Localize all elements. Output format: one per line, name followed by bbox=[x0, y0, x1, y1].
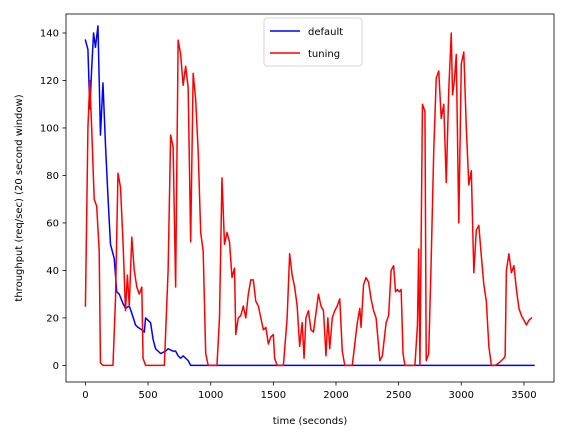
legend: default tuning bbox=[263, 17, 363, 67]
y-tick-label: 100 bbox=[40, 123, 59, 134]
x-tick-label: 3500 bbox=[511, 390, 536, 401]
y-tick-label: 20 bbox=[46, 313, 59, 324]
y-tick-label: 0 bbox=[53, 361, 59, 372]
x-tick-label: 0 bbox=[82, 390, 88, 401]
x-tick-label: 3000 bbox=[449, 390, 474, 401]
series-layer bbox=[84, 25, 535, 367]
y-axis-ticks: 0 20 40 60 80 100 120 140 bbox=[40, 28, 66, 372]
x-tick-label: 500 bbox=[139, 390, 158, 401]
y-tick-label: 60 bbox=[46, 218, 59, 229]
legend-box bbox=[263, 17, 363, 67]
x-tick-label: 1000 bbox=[198, 390, 223, 401]
y-tick-label: 140 bbox=[40, 28, 59, 39]
x-axis-ticks: 0 500 1000 1500 2000 2500 3000 3500 bbox=[82, 382, 537, 401]
x-tick-label: 1500 bbox=[261, 390, 286, 401]
y-tick-label: 40 bbox=[46, 266, 59, 277]
x-tick-label: 2500 bbox=[386, 390, 411, 401]
x-tick-label: 2000 bbox=[323, 390, 348, 401]
series-line-tuning bbox=[84, 32, 533, 367]
plot-frame bbox=[65, 13, 555, 383]
series-line-default bbox=[84, 25, 535, 367]
legend-label-tuning: tuning bbox=[308, 49, 340, 60]
y-tick-label: 120 bbox=[40, 76, 59, 87]
legend-label-default: default bbox=[308, 27, 343, 38]
x-axis-label: time (seconds) bbox=[273, 416, 348, 427]
y-axis-label: throughput (req/sec) (20 second window) bbox=[14, 94, 25, 301]
y-tick-label: 80 bbox=[46, 171, 59, 182]
